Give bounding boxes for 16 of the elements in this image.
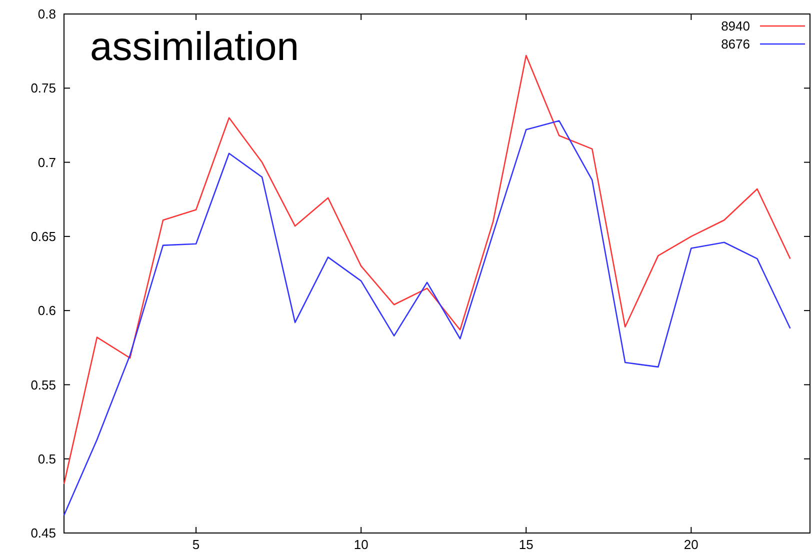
y-tick-label: 0.5	[38, 451, 56, 466]
legend-label: 8940	[721, 18, 750, 34]
legend-label: 8676	[721, 36, 750, 52]
line-series	[63, 120, 791, 516]
y-tick-label: 0.8	[38, 6, 56, 22]
y-tick-label: 0.7	[38, 154, 56, 170]
y-tick-label: 0.6	[38, 303, 56, 318]
x-tick-label: 15	[518, 537, 534, 552]
x-tick-label: 5	[192, 537, 200, 552]
y-tick-label: 0.65	[30, 228, 56, 244]
chart-title: assimilation	[90, 25, 299, 69]
y-tick-label: 0.45	[30, 526, 56, 541]
y-tick-label: 0.55	[30, 377, 56, 392]
y-tick-label: 0.75	[30, 80, 56, 96]
x-tick-label: 10	[354, 537, 368, 552]
x-tick-label: 20	[684, 537, 698, 552]
